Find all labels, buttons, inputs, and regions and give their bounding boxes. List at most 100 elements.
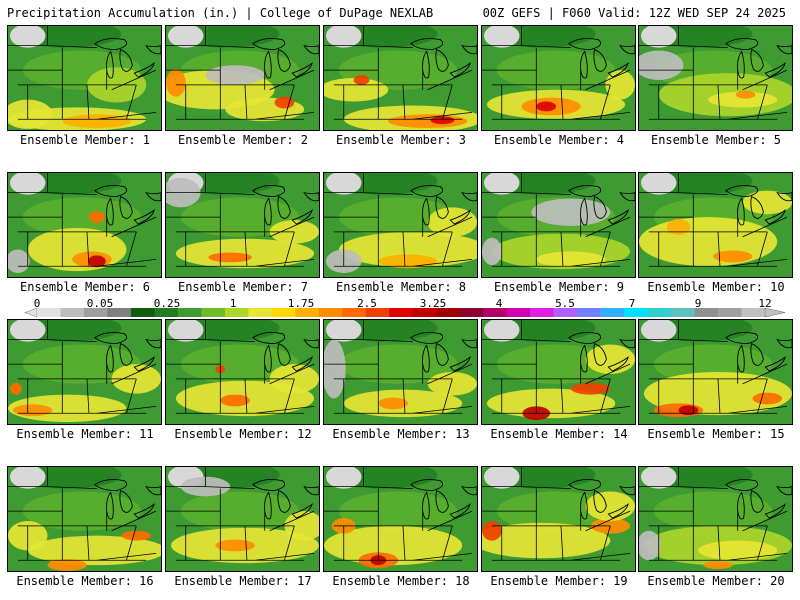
- precip-field: [87, 255, 106, 268]
- precip-field: [531, 198, 611, 226]
- ensemble-member-map: [638, 25, 793, 131]
- precip-field: [482, 520, 502, 541]
- ensemble-member-map: [165, 466, 320, 572]
- precip-field: [482, 237, 502, 266]
- great-lakes-outline: [410, 185, 477, 226]
- chart-title: Precipitation Accumulation (in.) | Colle…: [7, 6, 434, 20]
- colorbar-segment: [600, 308, 625, 317]
- precip-field: [430, 116, 455, 125]
- colorbar-segment: [107, 308, 132, 317]
- great-lakes-outline: [252, 332, 319, 373]
- ensemble-member-label: Ensemble Member: 7: [177, 280, 309, 294]
- ensemble-member-map: [638, 172, 793, 278]
- ensemble-member-label: Ensemble Member: 8: [335, 280, 467, 294]
- precip-field: [378, 397, 408, 410]
- state-borders: [639, 173, 788, 267]
- precip-map: [639, 320, 792, 424]
- precip-field: [338, 344, 458, 384]
- ensemble-member-label: Ensemble Member: 15: [647, 427, 785, 441]
- precip-field: [483, 467, 520, 489]
- model-run-info: 00Z GEFS | F060 Valid: 12Z WED SEP 24 20…: [482, 6, 786, 20]
- ensemble-member-map: [323, 319, 478, 425]
- colorbar-segment: [741, 308, 766, 317]
- ensemble-member-map: [165, 319, 320, 425]
- precip-field: [427, 372, 477, 396]
- colorbar-segment: [37, 308, 61, 317]
- ensemble-member-label: Ensemble Member: 5: [650, 133, 782, 147]
- precip-field: [324, 339, 346, 399]
- colorbar-segment: [530, 308, 554, 317]
- colorbar-segment: [506, 308, 531, 317]
- precip-map: [324, 320, 477, 424]
- colorbar-tick-label: 9: [694, 297, 702, 310]
- colorbar-segment: [342, 308, 367, 317]
- colorbar-segment: [718, 308, 742, 317]
- great-lakes-outline: [568, 479, 635, 520]
- precip-field: [486, 388, 616, 419]
- colorbar-tick-label: 0.05: [86, 297, 114, 310]
- precip-field: [208, 252, 252, 263]
- precip-field: [338, 491, 458, 531]
- precip-map: [639, 173, 792, 277]
- great-lakes-outline: [410, 38, 477, 79]
- great-lakes-outline: [94, 332, 161, 373]
- precip-field: [640, 320, 677, 342]
- state-borders: [324, 26, 473, 120]
- great-lakes-outline: [410, 332, 477, 373]
- precip-field: [284, 511, 319, 541]
- ensemble-member-label: Ensemble Member: 2: [177, 133, 309, 147]
- colorbar-segment: [248, 308, 273, 317]
- precip-field: [9, 26, 46, 48]
- ensemble-member-label: Ensemble Member: 20: [647, 574, 785, 588]
- colorbar-segment: [412, 308, 437, 317]
- colorbar-segment: [365, 308, 390, 317]
- precip-field: [27, 535, 161, 566]
- colorbar-segment: [647, 308, 672, 317]
- ensemble-member-label: Ensemble Member: 18: [332, 574, 470, 588]
- ensemble-member-label: Ensemble Member: 16: [16, 574, 154, 588]
- precip-map: [166, 320, 319, 424]
- precip-field: [536, 101, 557, 112]
- precip-field: [22, 197, 142, 237]
- ensemble-member-map: [481, 25, 636, 131]
- precip-field: [483, 26, 520, 48]
- colorbar-tick-label: 12: [758, 297, 772, 310]
- colorbar-segment: [201, 308, 226, 317]
- precip-field: [496, 491, 616, 531]
- precip-field: [9, 320, 46, 342]
- ensemble-member-map: [323, 172, 478, 278]
- state-borders: [482, 320, 631, 414]
- colorbar-segment: [459, 308, 484, 317]
- precip-map: [8, 467, 161, 571]
- colorbar: [24, 307, 786, 318]
- ensemble-member-label: Ensemble Member: 13: [332, 427, 470, 441]
- precip-field: [639, 50, 684, 80]
- colorbar-segment: [577, 308, 601, 317]
- great-lakes-outline: [568, 38, 635, 79]
- precip-field: [735, 90, 756, 99]
- precip-map: [166, 467, 319, 571]
- ensemble-member-label: Ensemble Member: 17: [174, 574, 312, 588]
- precip-field: [47, 559, 87, 571]
- colorbar-segment: [83, 308, 108, 317]
- precip-field: [483, 173, 520, 195]
- precip-field: [708, 91, 778, 108]
- precip-map: [639, 26, 792, 130]
- precip-map: [8, 26, 161, 130]
- colorbar-segment: [177, 308, 202, 317]
- precip-field: [180, 344, 300, 384]
- precip-map: [8, 320, 161, 424]
- colorbar-segment: [318, 308, 343, 317]
- precip-field: [570, 382, 611, 395]
- precip-field: [752, 392, 783, 405]
- great-lakes-outline: [725, 38, 792, 79]
- precip-field: [639, 217, 778, 267]
- precip-field: [496, 50, 616, 90]
- precip-field: [8, 249, 30, 274]
- precip-field: [698, 540, 778, 561]
- colorbar-segment: [483, 308, 507, 317]
- precip-field: [88, 211, 105, 224]
- precip-map: [166, 173, 319, 277]
- precip-field: [482, 522, 611, 559]
- precip-map: [482, 467, 635, 571]
